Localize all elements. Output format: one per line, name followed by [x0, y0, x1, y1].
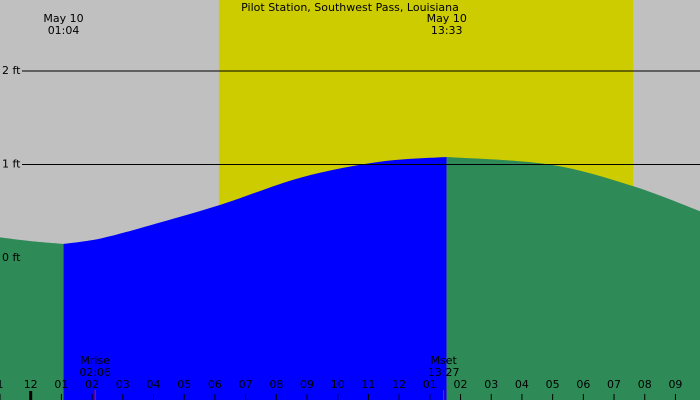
tide-area [446, 157, 700, 400]
x-tick-label: 09 [668, 378, 682, 391]
x-tick-label: 05 [546, 378, 560, 391]
x-tick-label: 02 [454, 378, 468, 391]
extreme-time: 13:33 [431, 24, 463, 37]
x-tick-label: 09 [300, 378, 314, 391]
x-tick-label: 01 [54, 378, 68, 391]
moon-label: Mset [430, 354, 457, 367]
x-tick-label: 12 [24, 378, 38, 391]
x-tick-label: 03 [484, 378, 498, 391]
x-tick-label: 05 [177, 378, 191, 391]
extreme-date: May 10 [427, 12, 467, 25]
x-tick-label: 01 [423, 378, 437, 391]
tide-area [0, 237, 64, 400]
extreme-time: 01:04 [48, 24, 80, 37]
x-tick-label: 06 [208, 378, 222, 391]
x-tick-label: 07 [239, 378, 253, 391]
x-tick-label: 03 [116, 378, 130, 391]
x-tick-label: 08 [638, 378, 652, 391]
x-tick-label: 02 [85, 378, 99, 391]
moon-time: 02:06 [79, 366, 111, 379]
y-tick-label: 2 ft [2, 64, 21, 77]
moon-label: Mrise [80, 354, 110, 367]
tide-area [63, 157, 447, 400]
x-tick-label: 12 [392, 378, 406, 391]
x-tick-label: 10 [331, 378, 345, 391]
y-tick-label: 0 ft [2, 251, 21, 264]
y-tick-label: 1 ft [2, 157, 21, 170]
x-tick-label: 04 [515, 378, 529, 391]
x-tick-label: 1 [0, 378, 4, 391]
moon-time: 13:27 [428, 366, 460, 379]
extreme-date: May 10 [43, 12, 83, 25]
chart-title: Pilot Station, Southwest Pass, Louisiana [241, 1, 459, 14]
x-tick-label: 04 [147, 378, 161, 391]
x-tick-label: 07 [607, 378, 621, 391]
x-tick-label: 11 [361, 378, 375, 391]
x-tick-label: 06 [576, 378, 590, 391]
x-tick-label: 08 [269, 378, 283, 391]
